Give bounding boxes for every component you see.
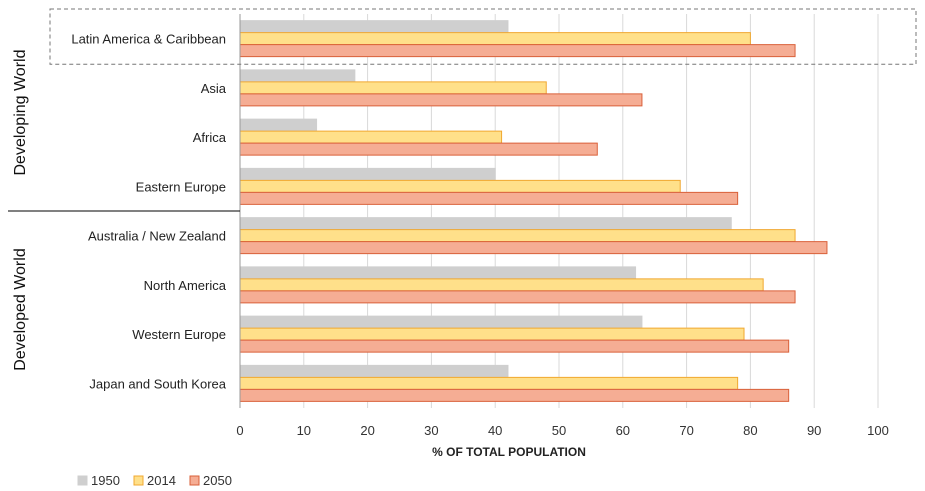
bars <box>239 20 828 402</box>
bar-2050 <box>239 191 739 205</box>
legend-label: 2014 <box>147 473 176 488</box>
bar-2050 <box>239 142 598 156</box>
bar-2014 <box>239 32 751 46</box>
bar-2014 <box>239 130 503 144</box>
category-label: Asia <box>201 81 227 96</box>
legend-label: 1950 <box>91 473 120 488</box>
group-label: Developed World <box>12 248 29 370</box>
bar-2014 <box>239 179 681 193</box>
x-tick-label: 70 <box>679 423 693 438</box>
x-tick-labels: 0 10 20 30 40 50 60 70 80 90 100 <box>236 423 888 438</box>
bar-1950 <box>239 217 732 231</box>
gridlines <box>303 14 879 408</box>
bar-2050 <box>239 388 790 402</box>
category-label: Australia / New Zealand <box>88 229 226 244</box>
group-label: Developing World <box>12 50 29 176</box>
legend-swatch-2014 <box>133 475 144 486</box>
category-label: North America <box>144 278 227 293</box>
x-tick-label: 0 <box>236 423 243 438</box>
bar-2050 <box>239 290 796 304</box>
bar-2014 <box>239 81 547 95</box>
bar-1950 <box>239 20 509 34</box>
bar-1950 <box>239 266 637 280</box>
bar-2050 <box>239 339 790 353</box>
bar-1950 <box>239 364 509 378</box>
x-tick-label: 90 <box>807 423 821 438</box>
legend-label: 2050 <box>203 473 232 488</box>
bar-2050 <box>239 241 828 255</box>
legend-swatch-1950 <box>77 475 88 486</box>
bar-2014 <box>239 229 796 243</box>
group-labels: Developing World Developed World <box>8 50 240 371</box>
category-label: Western Europe <box>132 327 226 342</box>
legend: 1950 2014 2050 <box>77 473 232 488</box>
category-label: Japan and South Korea <box>89 376 226 391</box>
bar-1950 <box>239 69 356 83</box>
x-tick-label: 20 <box>360 423 374 438</box>
x-tick-label: 10 <box>297 423 311 438</box>
bar-2050 <box>239 44 796 58</box>
x-tick-label: 40 <box>488 423 502 438</box>
x-tick-label: 50 <box>552 423 566 438</box>
x-tick-label: 100 <box>867 423 889 438</box>
x-axis-title: % OF TOTAL POPULATION <box>432 445 586 459</box>
x-tick-label: 30 <box>424 423 438 438</box>
bar-1950 <box>239 118 318 132</box>
highlight-box <box>49 8 917 65</box>
bar-2014 <box>239 327 745 341</box>
category-label: Africa <box>193 130 227 145</box>
bar-1950 <box>239 315 643 329</box>
category-label: Latin America & Caribbean <box>71 32 226 47</box>
bar-1950 <box>239 167 496 181</box>
x-tick-label: 80 <box>743 423 757 438</box>
bar-2014 <box>239 376 739 390</box>
category-labels: Latin America & Caribbean Asia Africa Easte… <box>71 32 226 392</box>
bar-2050 <box>239 93 643 107</box>
category-label: Eastern Europe <box>136 179 226 194</box>
x-tick-label: 60 <box>616 423 630 438</box>
legend-swatch-2050 <box>189 475 200 486</box>
bar-2014 <box>239 278 764 292</box>
